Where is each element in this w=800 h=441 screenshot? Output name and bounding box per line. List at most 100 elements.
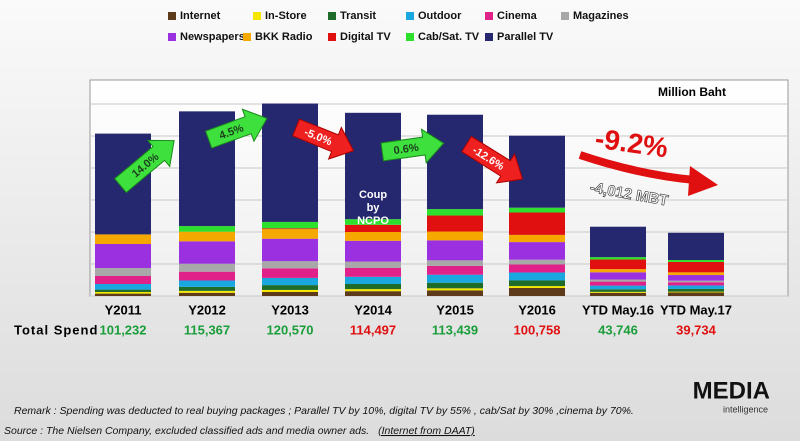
total-label: 113,439 [432,322,478,337]
legend-swatch [406,33,414,41]
bar-segment [590,285,646,290]
bar-segment [262,238,318,262]
bar-segment [509,234,565,243]
x-tick-label: YTD May.17 [660,302,732,317]
bar-segment [95,244,151,268]
bar-segment [345,232,401,241]
x-tick-label: Y2013 [271,302,309,317]
bar-segment [262,292,318,296]
bar-segment [509,280,565,287]
growth-arrow: 0.6% [380,128,445,165]
bar-segment [427,260,483,266]
legend-label: In-Store [265,10,307,22]
event-word: Coup [359,189,387,201]
ytd-arrow-head [688,166,718,196]
x-tick-label: Y2011 [105,302,142,317]
bar-segment [509,264,565,273]
bar-segment [427,265,483,275]
bar-segment [509,207,565,213]
bar-segment [179,271,235,281]
legend-swatch [243,33,251,41]
bar-segment [95,289,151,292]
x-tick-label: Y2012 [188,302,226,317]
total-label: 100,758 [514,322,561,337]
bar-segment [262,268,318,278]
x-tick-label: Y2014 [354,302,392,317]
legend-swatch [328,12,336,20]
event-word: NCPO [357,215,389,227]
x-tick-label: Y2015 [436,302,474,317]
bar-segment [590,291,646,293]
bar-segment [427,209,483,216]
bar-segment [345,219,401,225]
bar-segment [427,282,483,289]
legend-label: Transit [340,10,376,22]
legend-label: Magazines [573,10,629,22]
bar-segment [95,293,151,296]
event-label-text: Coup by NCPO [357,189,389,227]
legend-swatch [168,33,176,41]
bar-segment [668,272,724,276]
bar-segment [509,259,565,265]
bar-segment [668,260,724,262]
bar-segment [427,114,483,210]
bar-segment [427,215,483,232]
legend-swatch [328,33,336,41]
annotations: 14.0% 4.5% -5.0% 0.6% -12.6% Coup by NCPO … [113,108,718,227]
bar-segment [95,292,151,294]
bar-segment [509,242,565,260]
bar-segment [262,103,318,222]
remark: Remark : Spending was deducted to real b… [14,405,634,417]
bar-segment [668,292,724,296]
bar-segment [95,268,151,276]
bar-segment [590,281,646,286]
bar-segment [590,292,646,296]
total-title: Total Spend [14,322,98,337]
bar-segment [668,261,724,273]
source: Source : The Nielsen Company, excluded c… [4,425,475,437]
total-label: 101,232 [100,322,147,337]
bar-segment [345,261,401,268]
bar-segment [179,290,235,293]
bar-segment [668,288,724,292]
total-label: 115,367 [184,322,230,337]
total-label: 39,734 [676,322,717,337]
bar-segment [179,263,235,272]
bar-segment [179,226,235,232]
bar-segment [262,289,318,292]
logo: MEDIA [693,377,770,404]
bar-segment [262,277,318,286]
bar-segment [179,231,235,242]
bar-segment [509,272,565,281]
unit-label: Million Baht [658,85,726,99]
bar-segment [509,286,565,288]
bar-segment [345,284,401,290]
bar-segment [427,231,483,241]
legend-label: Newspapers [180,31,245,43]
bar-segment [509,288,565,296]
bar-segment [179,280,235,287]
bar-segment [345,289,401,292]
bar-segment [590,289,646,292]
bar-segment [262,285,318,290]
bar-segment [590,259,646,270]
bar-segment [427,288,483,291]
legend-swatch [561,12,569,20]
growth-arrow: 4.5% [204,108,268,149]
bar-segment [668,275,724,281]
bar-segment [179,292,235,296]
bar-segment [668,291,724,293]
growth-label: 0.6% [393,142,420,157]
legend-swatch [253,12,261,20]
legend-label: Digital TV [340,31,391,43]
x-tick-label: YTD May.16 [582,302,654,317]
bar-segment [179,286,235,291]
legend-label: BKK Radio [255,31,313,43]
growth-arrow: -5.0% [292,118,355,160]
bar-segment [668,282,724,286]
bars: Y2011 101,232 Y2012 115,367 Y2013 120,570 Y201… [95,103,732,337]
bar-segment [179,241,235,264]
bar-segment [509,212,565,235]
bar-segment [345,240,401,262]
